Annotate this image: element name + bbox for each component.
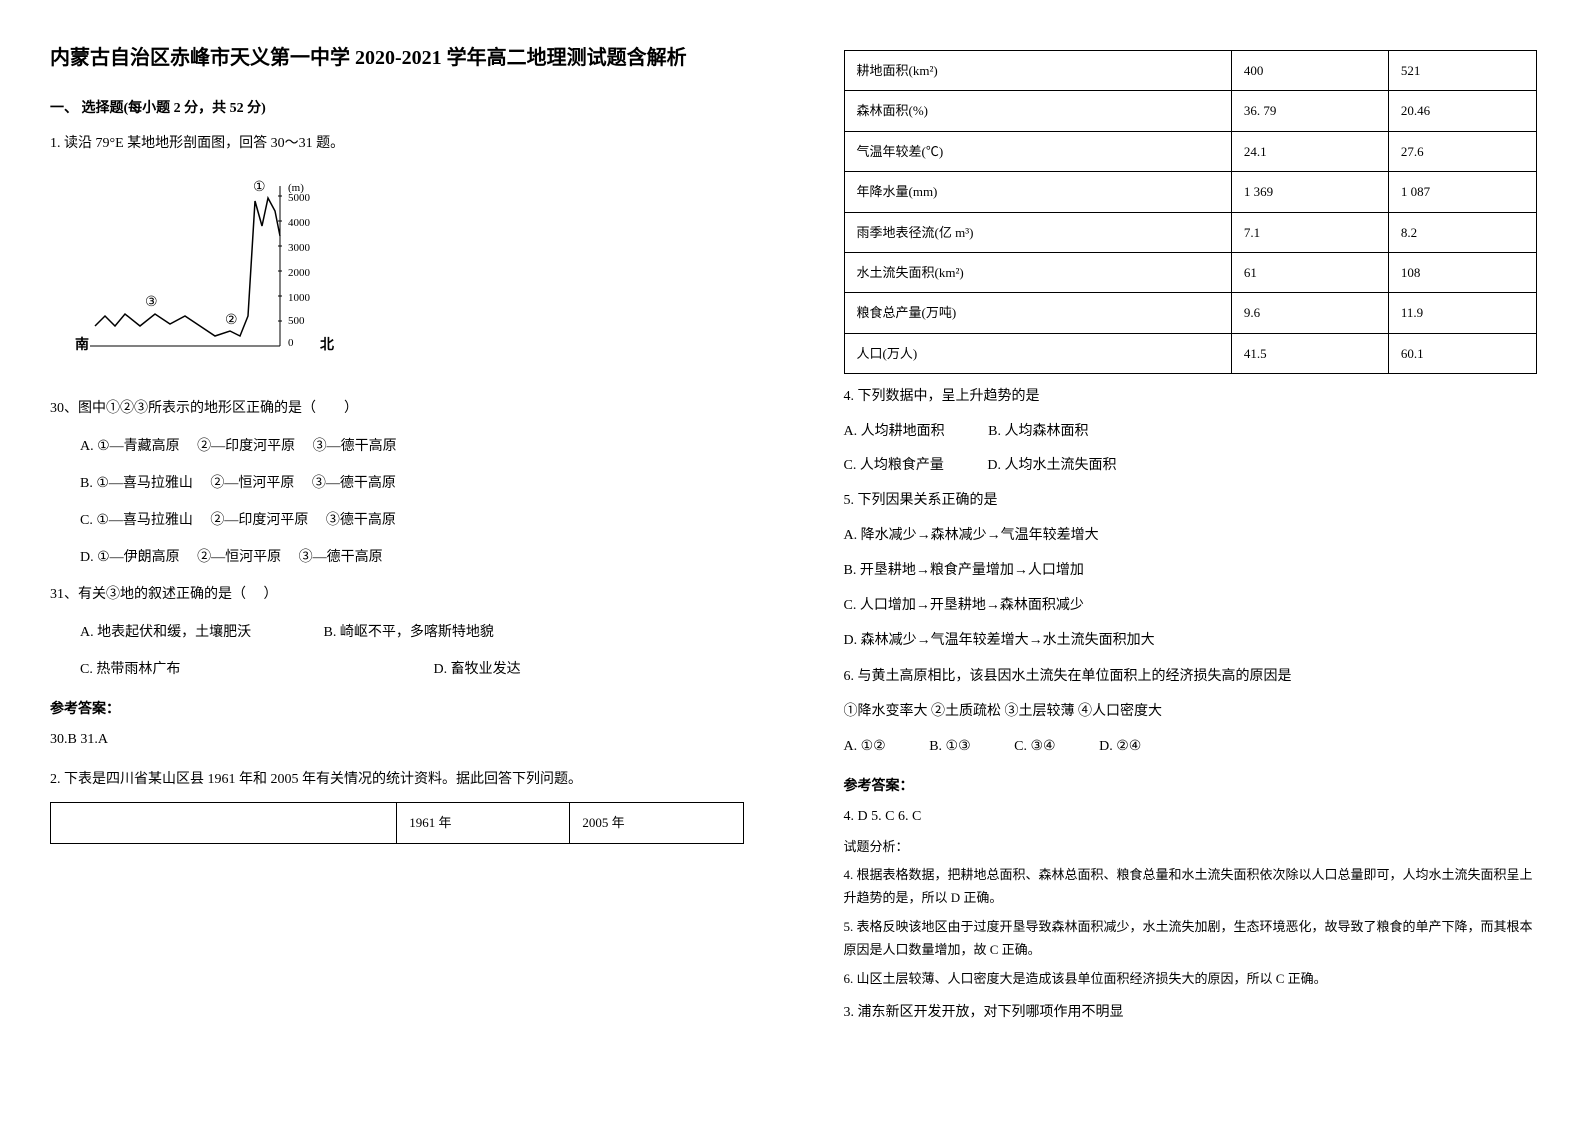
- year-2005: 2005 年: [570, 803, 743, 843]
- svg-text:1000: 1000: [288, 292, 311, 304]
- q1-text: 1. 读沿 79°E 某地地形剖面图，回答 30～31 题。: [50, 131, 744, 156]
- document-title: 内蒙古自治区赤峰市天义第一中学 2020-2021 学年高二地理测试题含解析: [50, 40, 744, 76]
- q30-text: 30、图中①②③所表示的地形区正确的是（ ）: [50, 396, 744, 421]
- answer-header-2: 参考答案：: [844, 774, 1538, 799]
- analysis-5: 5. 表格反映该地区由于过度开垦导致森林面积减少，水土流失加剧，生态环境恶化，故…: [844, 915, 1538, 962]
- analysis-6: 6. 山区土层较薄、人口密度大是造成该县单位面积经济损失大的原因，所以 C 正确…: [844, 967, 1538, 990]
- table-row: 森林面积(%)36. 7920.46: [844, 91, 1537, 131]
- table-row: 气温年较差(℃)24.127.6: [844, 131, 1537, 171]
- q5-opt-b: B. 开垦耕地→粮食产量增加→人口增加: [844, 558, 1538, 583]
- table-row: 水土流失面积(km²)61108: [844, 252, 1537, 292]
- table-row: 耕地面积(km²)400521: [844, 51, 1537, 91]
- table-row: 粮食总产量(万吨)9.611.9: [844, 293, 1537, 333]
- left-column: 内蒙古自治区赤峰市天义第一中学 2020-2021 学年高二地理测试题含解析 一…: [0, 0, 794, 1122]
- q31-opt-b: B. 崎岖不平，多喀斯特地貌: [324, 625, 494, 640]
- section-header: 一、 选择题(每小题 2 分，共 52 分): [50, 96, 744, 121]
- q4-text: 4. 下列数据中，呈上升趋势的是: [844, 384, 1538, 409]
- label-2: ②: [225, 313, 238, 328]
- q6-opt-a: A. ①②: [844, 734, 886, 759]
- answer-header-1: 参考答案：: [50, 697, 744, 722]
- svg-text:3000: 3000: [288, 242, 311, 254]
- year-1961: 1961 年: [397, 803, 570, 843]
- table-row: 雨季地表径流(亿 m³)7.18.2: [844, 212, 1537, 252]
- svg-text:5000: 5000: [288, 192, 311, 204]
- q6-opts: A. ①② B. ①③ C. ③④ D. ②④: [844, 734, 1538, 759]
- answer-1: 30.B 31.A: [50, 727, 744, 752]
- q6-text: 6. 与黄土高原相比，该县因水土流失在单位面积上的经济损失高的原因是: [844, 664, 1538, 689]
- svg-text:500: 500: [288, 315, 305, 327]
- q4-opts-row1: A. 人均耕地面积 B. 人均森林面积: [844, 419, 1538, 444]
- q5-opt-a: A. 降水减少→森林减少→气温年较差增大: [844, 523, 1538, 548]
- q5-opt-d: D. 森林减少→气温年较差增大→水土流失面积加大: [844, 628, 1538, 653]
- table-row: 人口(万人)41.560.1: [844, 333, 1537, 373]
- label-3: ③: [145, 295, 158, 310]
- q4-opt-a: A. 人均耕地面积: [844, 419, 945, 444]
- q6-opt-b: B. ①③: [929, 734, 970, 759]
- q4-opt-d: D. 人均水土流失面积: [987, 453, 1116, 478]
- q2-text: 2. 下表是四川省某山区县 1961 年和 2005 年有关情况的统计资料。据此…: [50, 767, 744, 792]
- svg-text:2000: 2000: [288, 267, 311, 279]
- q6-line1: ①降水变率大 ②土质疏松 ③土层较薄 ④人口密度大: [844, 699, 1538, 724]
- q30-opt-c: C. ①—喜马拉雅山 ②—印度河平原 ③德干高原: [50, 508, 744, 533]
- svg-text:4000: 4000: [288, 217, 311, 229]
- terrain-profile-svg: (m) 5000 4000 3000 2000 1000 500 0 ③ ② ①…: [70, 176, 350, 376]
- q31-text: 31、有关③地的叙述正确的是（ ）: [50, 582, 744, 607]
- q4-opt-c: C. 人均粮食产量: [844, 453, 944, 478]
- q5-opt-c: C. 人口增加→开垦耕地→森林面积减少: [844, 593, 1538, 618]
- svg-text:0: 0: [288, 337, 294, 349]
- q6-opt-d: D. ②④: [1099, 734, 1141, 759]
- q6-opt-c: C. ③④: [1014, 734, 1055, 759]
- right-column: 耕地面积(km²)400521 森林面积(%)36. 7920.46 气温年较差…: [794, 0, 1587, 1122]
- year-header-table: 1961 年 2005 年: [50, 802, 744, 843]
- answer-2: 4. D 5. C 6. C: [844, 804, 1538, 829]
- q4-opt-b: B. 人均森林面积: [988, 419, 1088, 444]
- q31-opt-a: A. 地表起伏和缓，土壤肥沃: [80, 620, 320, 645]
- south-label: 南: [75, 336, 89, 353]
- q5-text: 5. 下列因果关系正确的是: [844, 488, 1538, 513]
- q4-opts-row2: C. 人均粮食产量 D. 人均水土流失面积: [844, 453, 1538, 478]
- analysis-4: 4. 根据表格数据，把耕地总面积、森林总面积、粮食总量和水土流失面积依次除以人口…: [844, 863, 1538, 910]
- q30-opt-d: D. ①—伊朗高原 ②—恒河平原 ③—德干高原: [50, 545, 744, 570]
- empty-cell: [51, 803, 397, 843]
- north-label: 北: [320, 337, 334, 353]
- analysis-header: 试题分析：: [844, 835, 1538, 858]
- q3-text: 3. 浦东新区开发开放，对下列哪项作用不明显: [844, 1000, 1538, 1025]
- q30-opt-b: B. ①—喜马拉雅山 ②—恒河平原 ③—德干高原: [50, 471, 744, 496]
- table-row: 1961 年 2005 年: [51, 803, 744, 843]
- q30-opt-a: A. ①—青藏高原 ②—印度河平原 ③—德干高原: [50, 434, 744, 459]
- table-row: 年降水量(mm)1 3691 087: [844, 172, 1537, 212]
- label-1: ①: [253, 180, 266, 195]
- data-table: 耕地面积(km²)400521 森林面积(%)36. 7920.46 气温年较差…: [844, 50, 1538, 374]
- q31-opt-d: D. 畜牧业发达: [434, 662, 521, 677]
- terrain-diagram: (m) 5000 4000 3000 2000 1000 500 0 ③ ② ①…: [50, 176, 744, 376]
- q31-opt-c: C. 热带雨林广布: [80, 657, 430, 682]
